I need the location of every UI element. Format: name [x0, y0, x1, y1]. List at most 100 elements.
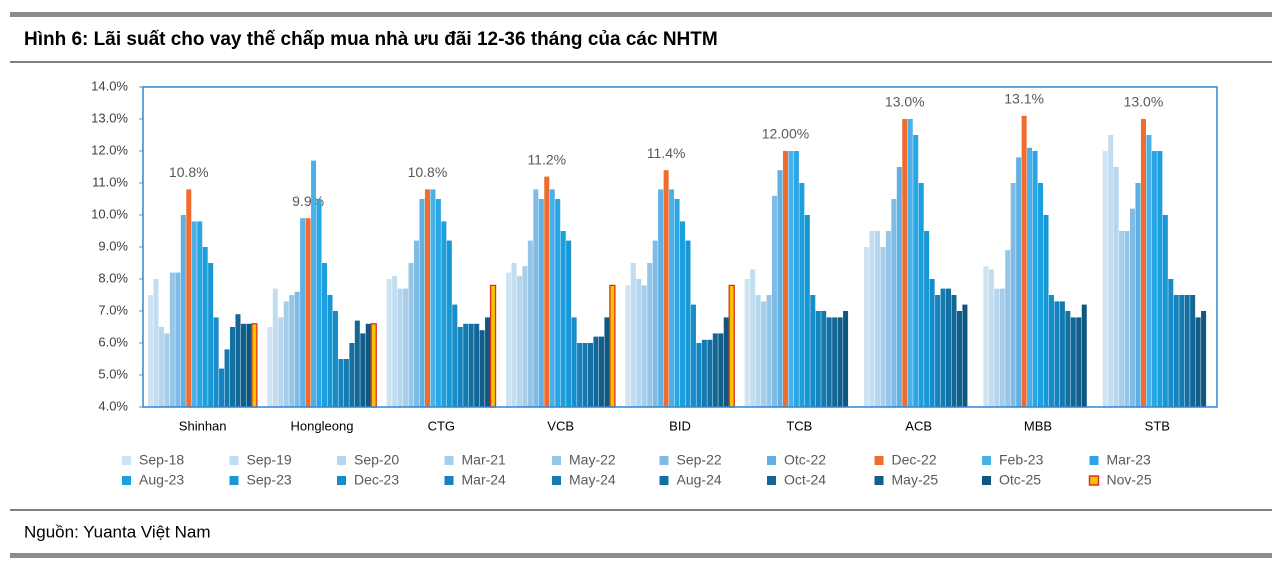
- bar: [712, 333, 718, 407]
- bar: [609, 284, 616, 408]
- bar: [180, 215, 186, 407]
- bar: [766, 295, 772, 407]
- bar: [929, 279, 935, 407]
- bar: [1140, 119, 1146, 407]
- legend-label: Otc-22: [784, 452, 826, 468]
- bar: [365, 323, 371, 407]
- legend-swatch: [337, 476, 346, 485]
- bar: [485, 317, 491, 407]
- y-tick-label: 14.0%: [91, 78, 128, 93]
- legend-swatch: [982, 456, 991, 465]
- bar: [821, 311, 827, 407]
- bar: [246, 323, 252, 407]
- x-tick-label: Hongleong: [291, 418, 354, 433]
- bar: [311, 160, 317, 407]
- legend-label: Nov-25: [1107, 472, 1152, 488]
- bar: [294, 291, 300, 407]
- bar: [598, 336, 604, 407]
- bar: [197, 221, 203, 407]
- top-rule: [10, 12, 1272, 17]
- legend-swatch: [659, 456, 669, 465]
- bar: [669, 189, 675, 407]
- bar: [332, 311, 338, 407]
- data-label: 10.8%: [408, 164, 448, 180]
- legend-swatch: [1088, 475, 1100, 486]
- bar: [230, 327, 236, 407]
- bar: [690, 304, 696, 407]
- x-tick-label: BID: [669, 418, 691, 433]
- bar: [988, 269, 994, 407]
- bar: [582, 343, 588, 407]
- bar: [370, 323, 377, 408]
- bar: [826, 317, 832, 407]
- bar: [153, 279, 159, 407]
- bar: [538, 199, 544, 407]
- bar: [983, 266, 989, 407]
- bar: [1076, 317, 1082, 407]
- bar: [360, 333, 366, 407]
- y-tick-label: 12.0%: [91, 142, 128, 157]
- legend-swatch: [874, 456, 884, 465]
- bar: [843, 311, 849, 407]
- bar: [322, 263, 328, 407]
- bar: [164, 333, 170, 407]
- legend-label: Aug-24: [677, 472, 722, 488]
- bar: [560, 231, 566, 407]
- bar: [918, 183, 924, 407]
- bar: [506, 272, 512, 407]
- bar: [1119, 231, 1125, 407]
- bar: [1032, 151, 1038, 407]
- bar: [832, 317, 838, 407]
- legend-label: Sep-18: [139, 452, 184, 468]
- x-tick-label: TCB: [786, 418, 812, 433]
- bar: [636, 279, 642, 407]
- bar: [864, 247, 870, 407]
- bar: [555, 199, 561, 407]
- bar: [658, 189, 664, 407]
- chart-title: Hình 6: Lãi suất cho vay thế chấp mua nh…: [24, 29, 718, 50]
- bar: [1005, 250, 1011, 407]
- legend-swatch: [444, 456, 454, 465]
- data-label: 12.00%: [762, 126, 809, 142]
- bar: [474, 323, 480, 407]
- legend-swatch: [122, 456, 131, 465]
- bar: [837, 317, 843, 407]
- legend-swatch: [982, 476, 991, 485]
- bar: [424, 189, 430, 407]
- bar: [604, 317, 610, 407]
- x-tick-label: ACB: [905, 418, 932, 433]
- bar: [1146, 135, 1152, 407]
- bar: [452, 304, 458, 407]
- legend-label: May-24: [569, 472, 616, 488]
- bar: [935, 295, 941, 407]
- bar: [544, 176, 550, 407]
- bar: [869, 231, 875, 407]
- bar: [680, 221, 686, 407]
- bar: [1179, 295, 1185, 407]
- bar: [148, 295, 154, 407]
- legend-swatch: [229, 476, 239, 485]
- data-label: 11.4%: [647, 145, 686, 161]
- bar: [1038, 183, 1044, 407]
- bar: [441, 221, 447, 407]
- legend-swatch: [552, 476, 561, 485]
- data-label: 13.1%: [1004, 91, 1044, 107]
- legend-label: Sep-20: [354, 452, 399, 468]
- bar: [1016, 157, 1022, 407]
- bar: [419, 199, 425, 407]
- bar: [354, 320, 360, 407]
- bar: [772, 195, 778, 407]
- bar: [289, 295, 295, 407]
- bar: [430, 189, 436, 407]
- bar: [533, 189, 539, 407]
- legend-swatch: [767, 476, 776, 485]
- bar: [1157, 151, 1163, 407]
- bar: [793, 151, 799, 407]
- bar: [641, 285, 647, 407]
- bar: [1151, 151, 1157, 407]
- y-tick-label: 5.0%: [98, 366, 128, 381]
- legend-swatch: [874, 476, 884, 485]
- bar: [283, 301, 289, 407]
- y-tick-label: 11.0%: [92, 174, 128, 189]
